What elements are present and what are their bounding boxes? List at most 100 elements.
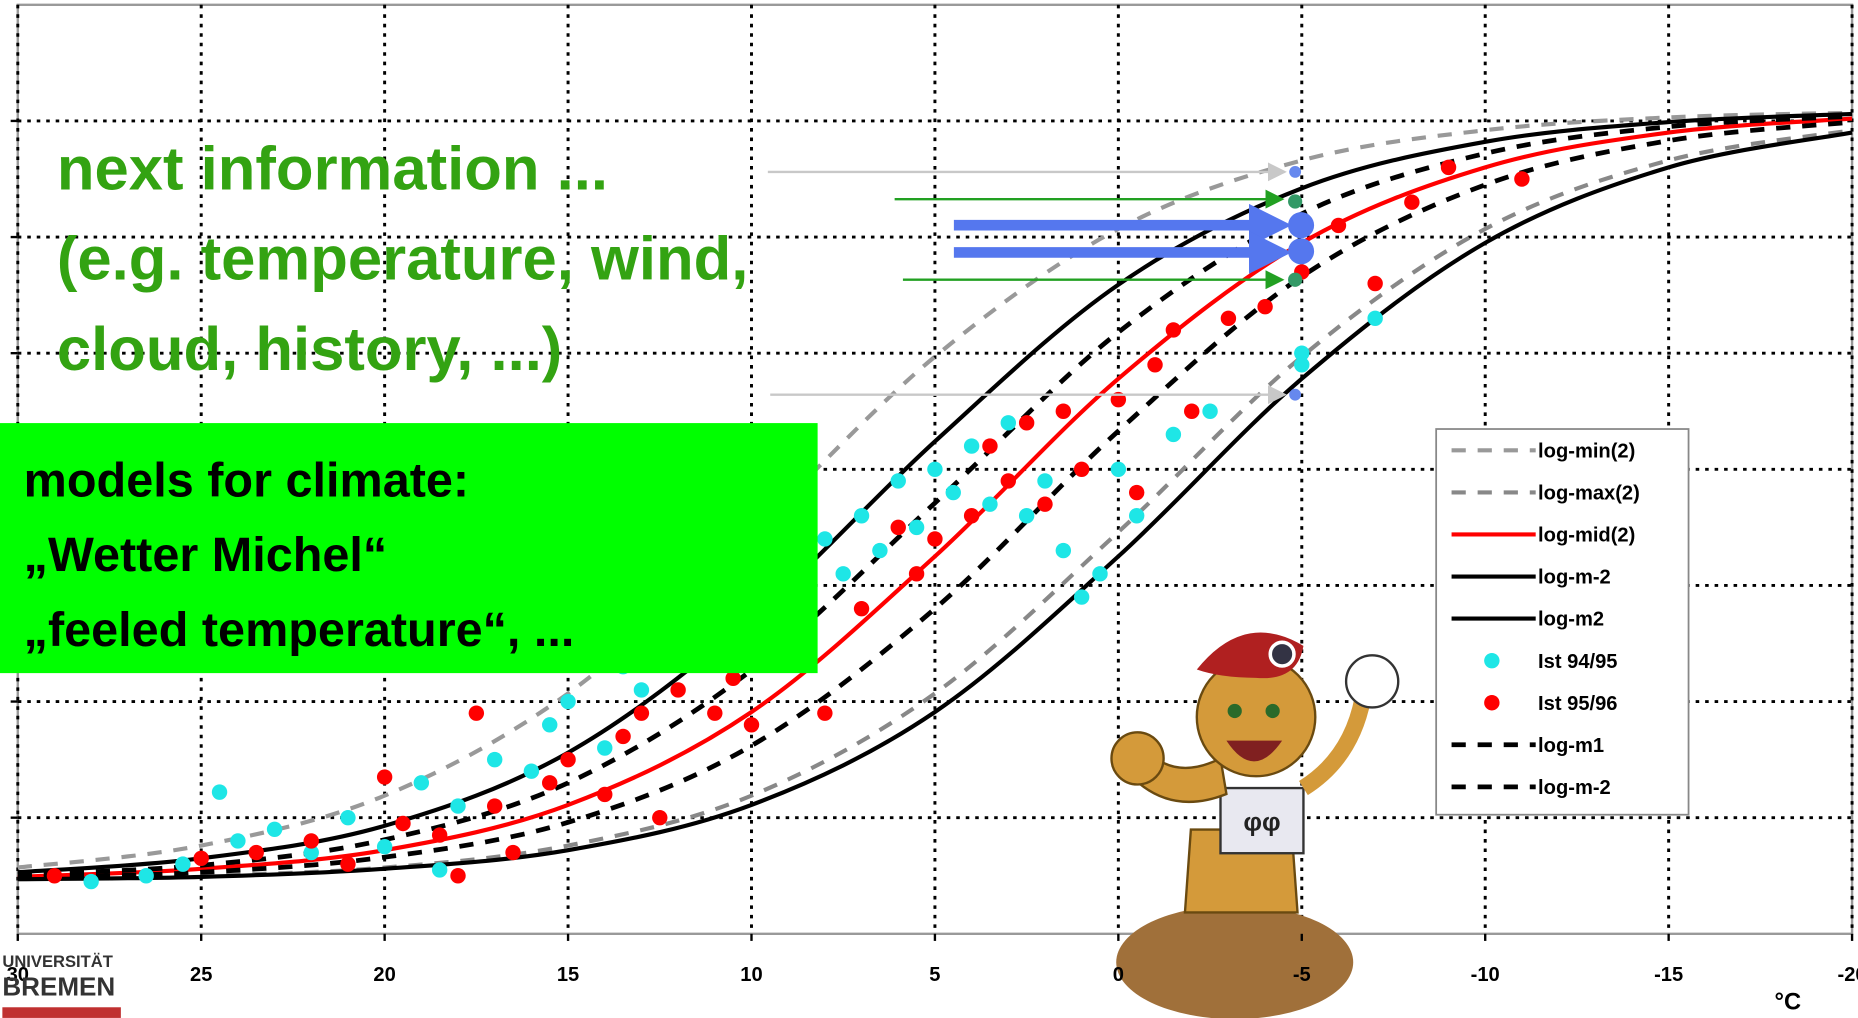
data-point [597,786,613,803]
x-tick-label: 15 [557,964,579,986]
annotation: next information ... (e.g. temperature, … [57,135,749,384]
x-tick-label: 0 [1113,964,1124,986]
data-point [266,821,283,837]
legend-label: log-max(2) [1538,483,1640,505]
x-tick-label: 5 [929,964,940,986]
data-point [560,693,576,710]
x-tick-label: 10 [740,964,762,986]
legend-label: log-mid(2) [1538,525,1635,547]
data-point [982,496,998,512]
logo-text: BREMEN [2,971,115,1001]
curve [17,119,1853,881]
curves [17,110,1853,882]
x-axis: 30 25 20 15 10 5 0 -5 -10 -15 -20 °C [7,933,1858,1016]
x-tick-label: 25 [190,964,212,986]
data-point [560,751,576,768]
arrows [767,162,1315,405]
data-point [1514,171,1530,187]
data-point [652,809,668,826]
data-point [908,519,925,536]
mascot-tail [1298,697,1371,796]
data-point [431,862,448,878]
logo-text: UNIVERSITÄT [2,952,113,971]
data-point [1073,589,1090,605]
data-point [835,566,851,582]
x-tick-label: -5 [1293,964,1311,986]
note-line: „feeled temperature“, ... [24,603,575,657]
data-point [597,740,613,756]
curve [17,110,1853,870]
annotation-line: cloud, history, ...) [57,315,562,384]
annotation-line: next information ... [57,135,608,204]
data-point [872,542,888,559]
data-point [1367,275,1383,292]
legend-marker [1484,695,1500,711]
data-point [1018,508,1035,524]
data-point [725,670,741,687]
points [46,159,1530,890]
mascot-ball [1344,654,1400,709]
curve [17,113,1853,877]
mascot-shirt [1219,786,1305,855]
data-point [211,784,228,800]
data-point [486,751,503,768]
data-point [633,682,650,698]
data-point [340,809,356,826]
data-point [670,682,686,698]
data-point [413,775,430,791]
curve [17,111,1853,875]
data-point [230,833,246,849]
data-point [248,844,264,861]
info-dot [1288,212,1315,239]
mascot: φφ [1110,632,1400,1018]
legend-label: Ist 95/96 [1538,693,1617,715]
legend-label: log-m-2 [1538,777,1611,799]
data-point [505,844,521,861]
data-point [817,705,833,721]
data-point [450,868,466,884]
data-point [376,769,393,785]
x-tick-label: -20 [1838,964,1858,986]
data-point [707,705,723,721]
data-point [431,827,448,843]
legend-label: log-m-2 [1538,567,1611,589]
info-dot [1289,388,1302,401]
data-point [908,566,925,582]
note-line: „Wetter Michel“ [24,528,388,582]
data-point [982,438,998,454]
data-point [1037,496,1053,512]
data-point [963,508,980,524]
data-point [963,438,980,454]
data-point [1147,357,1163,373]
data-point [1055,542,1072,559]
mascot-shirt-text: φφ [1243,807,1280,837]
data-point [1440,159,1457,176]
info-dot [1288,194,1303,209]
legend-label: Ist 94/95 [1538,651,1617,673]
curve [17,116,1853,879]
data-point [1128,508,1145,524]
data-point [1220,310,1237,327]
data-point [1000,473,1016,489]
legend-label: log-m1 [1538,735,1604,757]
data-point [890,519,906,536]
data-point [1165,426,1182,443]
mascot-ground [1116,905,1354,1018]
data-point [1367,310,1383,327]
data-point [853,508,870,524]
data-point [1000,415,1016,431]
data-point [1202,403,1218,419]
data-point [303,844,319,861]
mascot-hand [1110,731,1165,786]
data-point [1073,461,1090,478]
data-point [450,798,466,814]
data-point [1018,415,1035,431]
data-point [890,473,906,489]
x-tick-label: -10 [1471,964,1500,986]
x-tick-label: 30 [7,964,29,986]
data-point [468,705,485,721]
data-point [927,461,943,478]
data-point [542,717,558,733]
